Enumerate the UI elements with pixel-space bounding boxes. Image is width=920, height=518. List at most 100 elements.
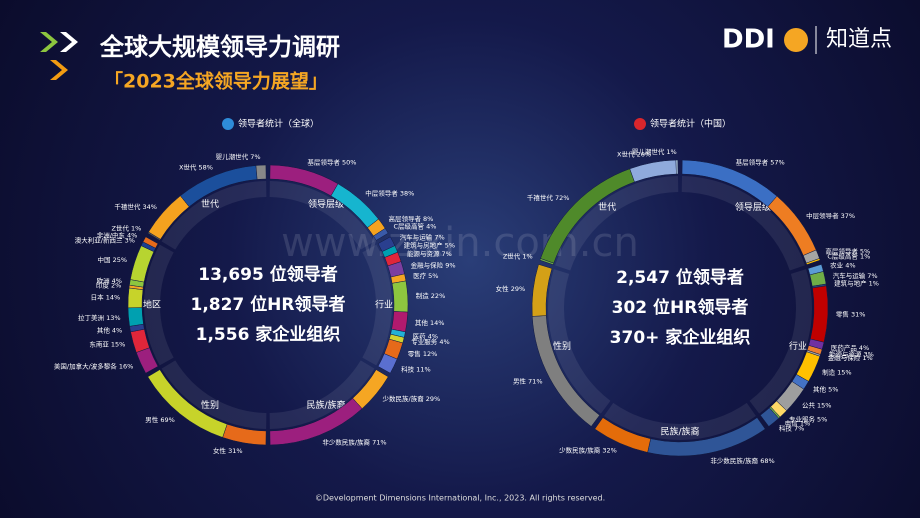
subtitle: 「2023全球领导力展望」	[104, 70, 328, 93]
segment-value: 38%	[400, 189, 414, 197]
segment-label: 金融与保险 1%	[828, 353, 873, 362]
segment-value: 4%	[859, 344, 869, 352]
ring-segment	[805, 258, 821, 266]
ring-segment	[675, 159, 679, 175]
segment-name: 中国	[98, 255, 111, 264]
segment-label: 汽车与运输 7%	[833, 271, 878, 280]
segment-label: X世代 26%	[617, 150, 651, 159]
section-track	[269, 181, 375, 250]
segment-label: 中层领导者 37%	[806, 211, 855, 220]
segment-value: 50%	[342, 158, 356, 166]
segment-name: 金融与保险	[828, 353, 861, 362]
segment-value: 1%	[862, 354, 872, 362]
section-name: 世代	[598, 201, 616, 213]
segment-label: Z世代 1%	[111, 223, 141, 232]
segment-label: 专业服务 4%	[411, 337, 449, 346]
segment-label: 澳大利亚/新西兰 3%	[75, 235, 135, 244]
segment-value: 5%	[817, 416, 827, 424]
segment-name: 女性	[213, 446, 227, 455]
segment-value: 34%	[142, 203, 156, 211]
stat: 2,547 位领导者	[616, 267, 744, 288]
ring-segment	[760, 407, 780, 427]
ring-segment	[147, 369, 228, 438]
segment-name: 零售	[836, 309, 849, 318]
section-track	[269, 360, 375, 429]
segment-label: 东南亚 15%	[89, 339, 125, 348]
segment-name: 女性	[496, 284, 510, 293]
segment-name: 专业服务	[411, 337, 438, 346]
segment-label: 零售 31%	[836, 309, 866, 318]
segment-name: Z世代	[503, 252, 521, 261]
segment-value: 13%	[106, 314, 120, 322]
segment-label: 建筑与房地产 5%	[404, 241, 455, 250]
segment-value: 31%	[228, 447, 242, 455]
ring-segment	[127, 307, 144, 327]
stat: 1,556 家企业组织	[196, 324, 341, 345]
segment-name: 美国/加拿大/波多黎各	[54, 361, 117, 370]
section-track	[548, 269, 611, 414]
segment-value: 26%	[637, 151, 651, 159]
segment-name: 医药产品	[831, 343, 857, 352]
segment-label: 男性 69%	[145, 415, 175, 424]
ring-segment	[391, 311, 409, 333]
segment-label: 基层领导者 57%	[736, 157, 785, 166]
segment-label: 零售 12%	[408, 349, 438, 358]
segment-value: 3%	[125, 236, 135, 244]
logo-arrow	[40, 32, 58, 52]
segment-name: 日本	[91, 292, 105, 301]
segment-label: 女性 31%	[213, 446, 243, 455]
segment-name: 婴儿潮世代	[216, 152, 249, 161]
segment-name: 非少数民族/族裔	[322, 438, 370, 447]
segment-label: 女性 29%	[496, 284, 526, 293]
segment-value: 11%	[416, 366, 430, 374]
segment-value: 4%	[845, 262, 855, 270]
segment-name: 能源与资源	[829, 349, 862, 358]
segment-value: 4%	[428, 332, 438, 340]
segment-label: 医药 4%	[413, 331, 438, 340]
section-track	[161, 181, 267, 250]
segment-name: 非洲/中东	[97, 231, 126, 240]
logo-partner: 知道点	[826, 27, 892, 52]
title-icon	[634, 118, 646, 130]
segment-name: 高层领导者	[825, 246, 858, 255]
segment-value: 15%	[111, 340, 125, 348]
segment-name: 制造	[416, 291, 430, 300]
segment-name: 金融与保险	[411, 261, 444, 270]
panel-title: 领导者统计（全球）	[238, 118, 319, 130]
segment-value: 3%	[864, 350, 874, 358]
segment-value: 14%	[106, 293, 120, 301]
segment-value: 7%	[794, 425, 804, 433]
segment-value: 15%	[817, 401, 831, 409]
segment-label: 婴儿潮世代 1%	[632, 147, 677, 156]
segment-value: 57%	[770, 158, 784, 166]
segment-name: Z世代	[111, 223, 129, 232]
segment-label: 能源与资源 3%	[829, 349, 874, 358]
stat: 370+ 家企业组织	[610, 327, 751, 348]
ring-segment	[255, 164, 267, 180]
segment-name: 科技	[779, 424, 793, 433]
segment-value: 7%	[250, 153, 260, 161]
segment-value: 7%	[442, 250, 452, 258]
segment-label: 汽车与运输 7%	[400, 233, 445, 242]
segment-name: X世代	[179, 163, 197, 172]
segment-label: 科技 11%	[401, 365, 431, 374]
section-name: 行业	[789, 340, 807, 352]
segment-name: 专业服务	[789, 415, 816, 424]
segment-value: 1%	[522, 253, 532, 261]
segment-value: 32%	[602, 447, 616, 455]
segment-label: 中国 25%	[98, 255, 128, 264]
section-name: 地区	[143, 299, 161, 311]
segment-label: C层级高管 1%	[827, 252, 870, 261]
segment-value: 71%	[372, 439, 386, 447]
segment-name: 其他	[813, 384, 827, 393]
ring-segment	[142, 236, 159, 249]
segment-label: 科技 7%	[779, 424, 804, 433]
segment-value: 4%	[127, 232, 137, 240]
segment-value: 25%	[113, 256, 127, 264]
segment-value: 4%	[112, 326, 122, 334]
segment-name: 印度	[96, 280, 110, 289]
segment-value: 15%	[837, 368, 851, 376]
segment-name: 基层领导者	[736, 157, 769, 166]
segment-value: 29%	[511, 285, 525, 293]
